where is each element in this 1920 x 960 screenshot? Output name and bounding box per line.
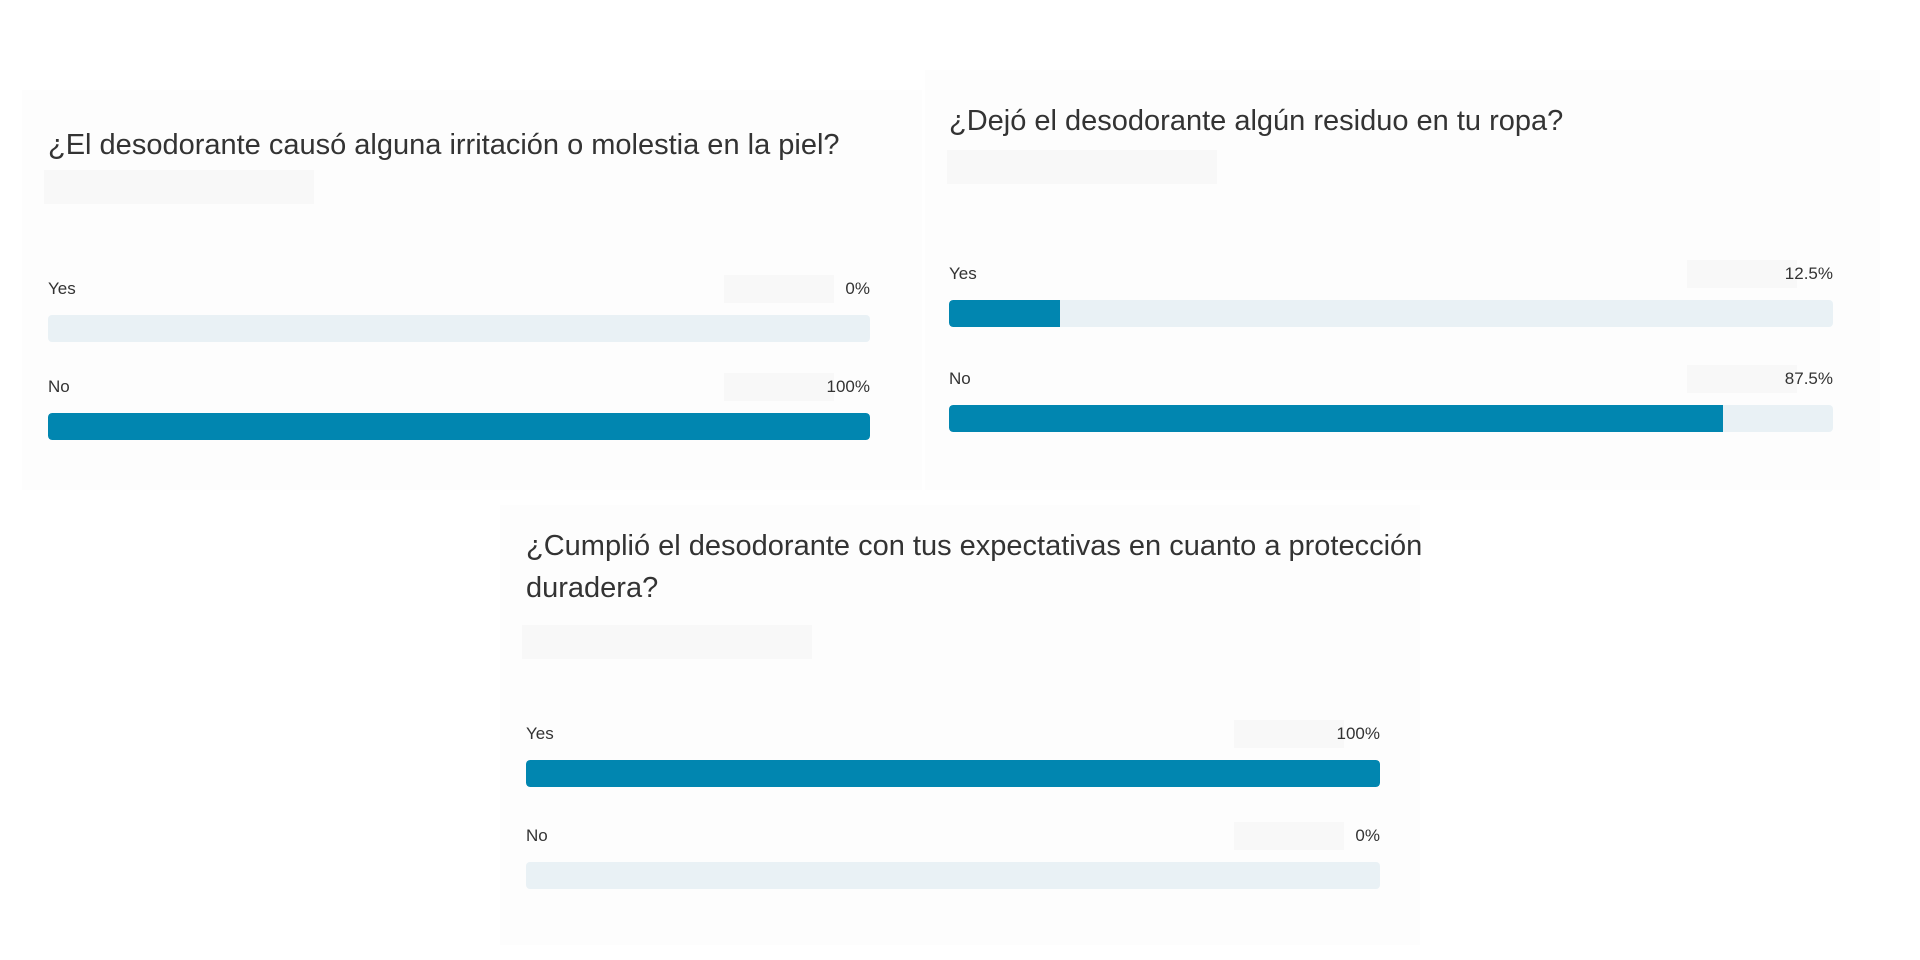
question-card-protection: ¿Cumplió el desodorante con tus expectat… <box>500 505 1422 945</box>
option-label: No <box>48 377 70 396</box>
option-yes: Yes 12.5% <box>949 260 1833 365</box>
bar-track <box>48 315 870 342</box>
option-yes: Yes 0% <box>48 275 870 373</box>
option-percent: 100% <box>1336 724 1380 743</box>
subtitle-placeholder <box>947 150 1217 184</box>
option-no: No 87.5% <box>949 365 1833 470</box>
answer-options: Yes 100% No 0% <box>526 720 1380 924</box>
option-label: No <box>526 826 548 845</box>
question-title: ¿Cumplió el desodorante con tus expectat… <box>526 530 1423 604</box>
option-percent: 12.5% <box>1784 264 1833 283</box>
option-percent: 87.5% <box>1784 369 1833 388</box>
question-card-residue: ¿Dejó el desodorante algún residuo en tu… <box>925 70 1880 490</box>
option-percent: 100% <box>826 377 870 396</box>
bar-track <box>949 300 1833 327</box>
bar-fill <box>526 760 1380 787</box>
option-label: No <box>949 369 971 388</box>
option-no: No 100% <box>48 373 870 471</box>
option-yes: Yes 100% <box>526 720 1380 822</box>
bar-track <box>526 862 1380 889</box>
bar-fill <box>949 405 1723 432</box>
bar-fill <box>949 300 1060 327</box>
bar-track <box>526 760 1380 787</box>
bar-track <box>48 413 870 440</box>
option-percent: 0% <box>845 279 870 298</box>
question-title: ¿El desodorante causó alguna irritación … <box>48 129 840 161</box>
subtitle-placeholder <box>522 625 812 659</box>
bar-fill <box>48 413 870 440</box>
answer-options: Yes 0% No 100% <box>48 275 870 471</box>
percent-placeholder <box>724 275 834 303</box>
option-label: Yes <box>526 724 554 743</box>
percent-placeholder <box>724 373 834 401</box>
percent-placeholder <box>1234 720 1344 748</box>
subtitle-placeholder <box>44 170 314 204</box>
percent-placeholder <box>1234 822 1344 850</box>
question-card-irritation: ¿El desodorante causó alguna irritación … <box>22 90 922 490</box>
option-percent: 0% <box>1355 826 1380 845</box>
option-no: No 0% <box>526 822 1380 924</box>
percent-placeholder <box>1687 260 1797 288</box>
bar-track <box>949 405 1833 432</box>
question-title: ¿Dejó el desodorante algún residuo en tu… <box>949 105 1564 137</box>
option-label: Yes <box>48 279 76 298</box>
answer-options: Yes 12.5% No 87.5% <box>949 260 1833 470</box>
percent-placeholder <box>1687 365 1797 393</box>
option-label: Yes <box>949 264 977 283</box>
